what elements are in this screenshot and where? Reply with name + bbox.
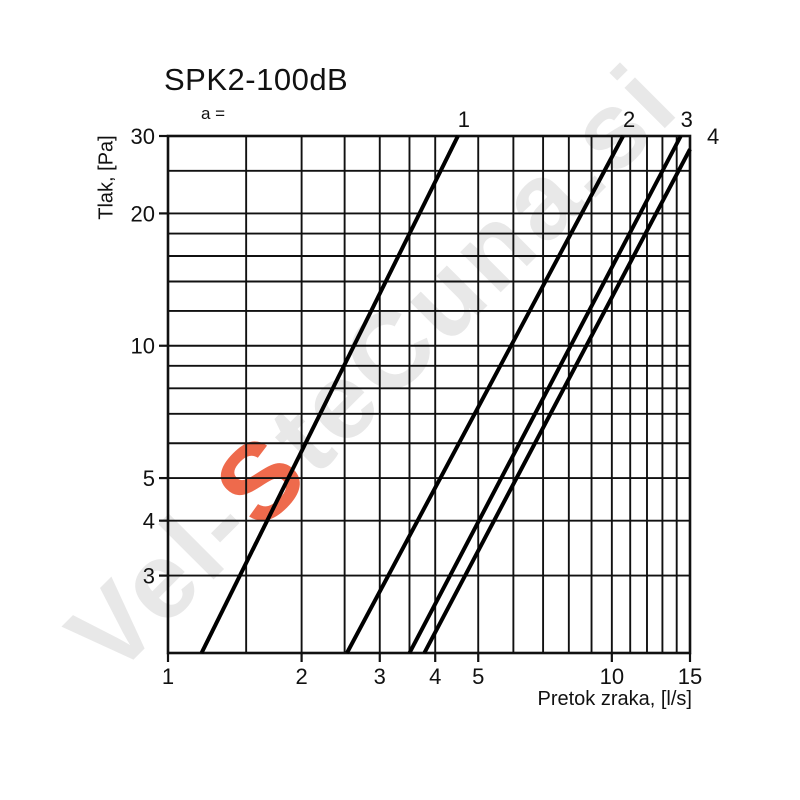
y-tick-label: 3 <box>143 564 155 589</box>
y-tick-label: 20 <box>131 201 155 226</box>
y-tick-label: 10 <box>131 334 155 359</box>
y-tick-label: 5 <box>143 466 155 491</box>
x-tick-label: 3 <box>374 664 386 689</box>
x-tick-label: 10 <box>600 664 624 689</box>
curve-label-2: 2 <box>623 107 635 132</box>
curve-parameter-label: a = <box>201 104 226 123</box>
x-tick-label: 4 <box>429 664 441 689</box>
chart-title: SPK2-100dB <box>164 62 349 97</box>
curve-label-3: 3 <box>681 107 693 132</box>
y-axis-label: Tlak, [Pa] <box>95 135 118 220</box>
series-line-1 <box>199 135 460 654</box>
series-line-2 <box>345 135 625 654</box>
y-tick-label: 4 <box>143 509 155 534</box>
x-tick-label: 15 <box>678 664 702 689</box>
x-axis-label: Pretok zraka, [l/s] <box>537 688 693 710</box>
series-line-3 <box>407 135 683 654</box>
curve-label-4: 4 <box>707 124 719 149</box>
x-tick-label: 1 <box>162 664 174 689</box>
x-tick-label: 2 <box>295 664 307 689</box>
y-tick-label: 30 <box>131 124 155 149</box>
series-line-4 <box>422 148 692 654</box>
curve-label-1: 1 <box>458 107 470 132</box>
plot-border <box>166 134 692 655</box>
x-tick-label: 5 <box>472 664 484 689</box>
